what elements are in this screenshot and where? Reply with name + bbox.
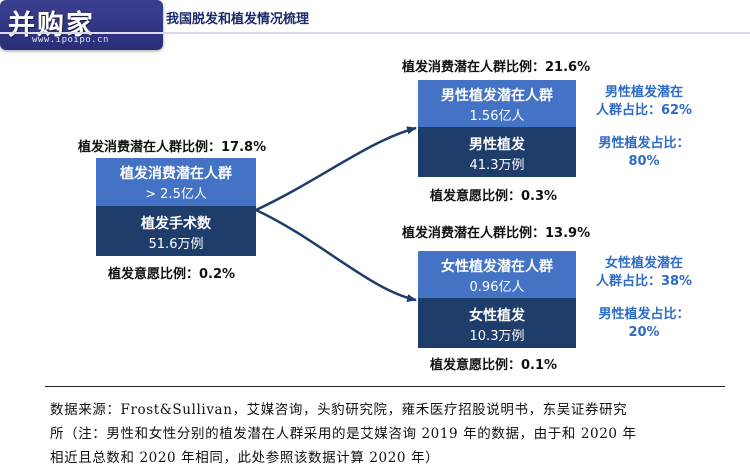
- left-potential-box: 植发消费潜在人群 > 2.5亿人: [96, 158, 256, 206]
- arrow-to-male: [255, 126, 417, 212]
- female-potential-value: 0.96亿人: [469, 280, 525, 295]
- female-surgery-box: 女性植发 10.3万例: [418, 298, 576, 348]
- female-potential-box: 女性植发潜在人群 0.96亿人: [418, 251, 576, 298]
- male-surgery-share-line2: 80%: [628, 154, 660, 169]
- female-potential-ratio-label: 植发消费潜在人群比例：13.9%: [402, 226, 591, 241]
- male-surgery-share: 男性植发占比： 80%: [588, 135, 700, 171]
- female-potential-title: 女性植发潜在人群: [441, 259, 553, 275]
- female-surgery-share: 男性植发占比： 20%: [588, 306, 700, 342]
- male-willingness-label: 植发意愿比例：0.3%: [430, 189, 558, 204]
- arrow-to-female: [255, 208, 417, 302]
- female-surgery-share-line2: 20%: [628, 325, 660, 340]
- left-surgery-title: 植发手术数: [141, 216, 211, 232]
- male-potential-value: 1.56亿人: [469, 109, 525, 124]
- source-line-1: 数据来源：Frost&Sullivan，艾媒咨询，头豹研究院，雍禾医疗招股说明书…: [50, 402, 628, 418]
- female-surgery-value: 10.3万例: [469, 329, 525, 344]
- female-willingness-label: 植发意愿比例：0.1%: [430, 358, 558, 373]
- male-potential-share-line2: 人群占比：62%: [595, 103, 693, 118]
- source-line-2: 所（注：男性和女性分别的植发潜在人群采用的是艾媒咨询 2019 年的数据，由于和…: [50, 426, 637, 442]
- female-surgery-title: 女性植发: [469, 308, 525, 324]
- left-potential-title: 植发消费潜在人群: [120, 166, 232, 182]
- male-potential-share: 男性植发潜在 人群占比：62%: [588, 84, 700, 120]
- male-potential-box: 男性植发潜在人群 1.56亿人: [418, 80, 576, 127]
- male-surgery-share-line1: 男性植发占比：: [598, 136, 690, 151]
- male-surgery-box: 男性植发 41.3万例: [418, 127, 576, 177]
- male-potential-title: 男性植发潜在人群: [441, 88, 553, 104]
- left-surgery-value: 51.6万例: [148, 237, 204, 252]
- logo-url: www.ipoipo.cn: [32, 35, 109, 45]
- source-line-3: 相近且总数和 2020 年相同，此处参照该数据计算 2020 年）: [50, 450, 440, 466]
- female-potential-share: 女性植发潜在 人群占比：38%: [588, 255, 700, 291]
- left-surgery-box: 植发手术数 51.6万例: [96, 206, 256, 256]
- male-surgery-title: 男性植发: [469, 137, 525, 153]
- source-note: 数据来源：Frost&Sullivan，艾媒咨询，头豹研究院，雍禾医疗招股说明书…: [50, 398, 730, 470]
- female-surgery-share-line1: 男性植发占比：: [598, 307, 690, 322]
- female-potential-share-line1: 女性植发潜在: [604, 256, 683, 271]
- left-potential-ratio-label: 植发消费潜在人群比例：17.8%: [78, 140, 267, 155]
- title-divider: [0, 32, 750, 34]
- logo-text: 并购家: [8, 10, 95, 41]
- source-top-rule: [45, 386, 725, 387]
- male-potential-ratio-label: 植发消费潜在人群比例：21.6%: [402, 60, 591, 75]
- left-potential-value: > 2.5亿人: [145, 187, 207, 202]
- female-potential-share-line2: 人群占比：38%: [595, 274, 693, 289]
- male-surgery-value: 41.3万例: [469, 158, 525, 173]
- page-title: 我国脱发和植发情况梳理: [166, 12, 310, 27]
- male-potential-share-line1: 男性植发潜在: [604, 85, 683, 100]
- left-willingness-label: 植发意愿比例：0.2%: [108, 267, 236, 282]
- logo: 并购家 www.ipoipo.cn: [0, 0, 163, 50]
